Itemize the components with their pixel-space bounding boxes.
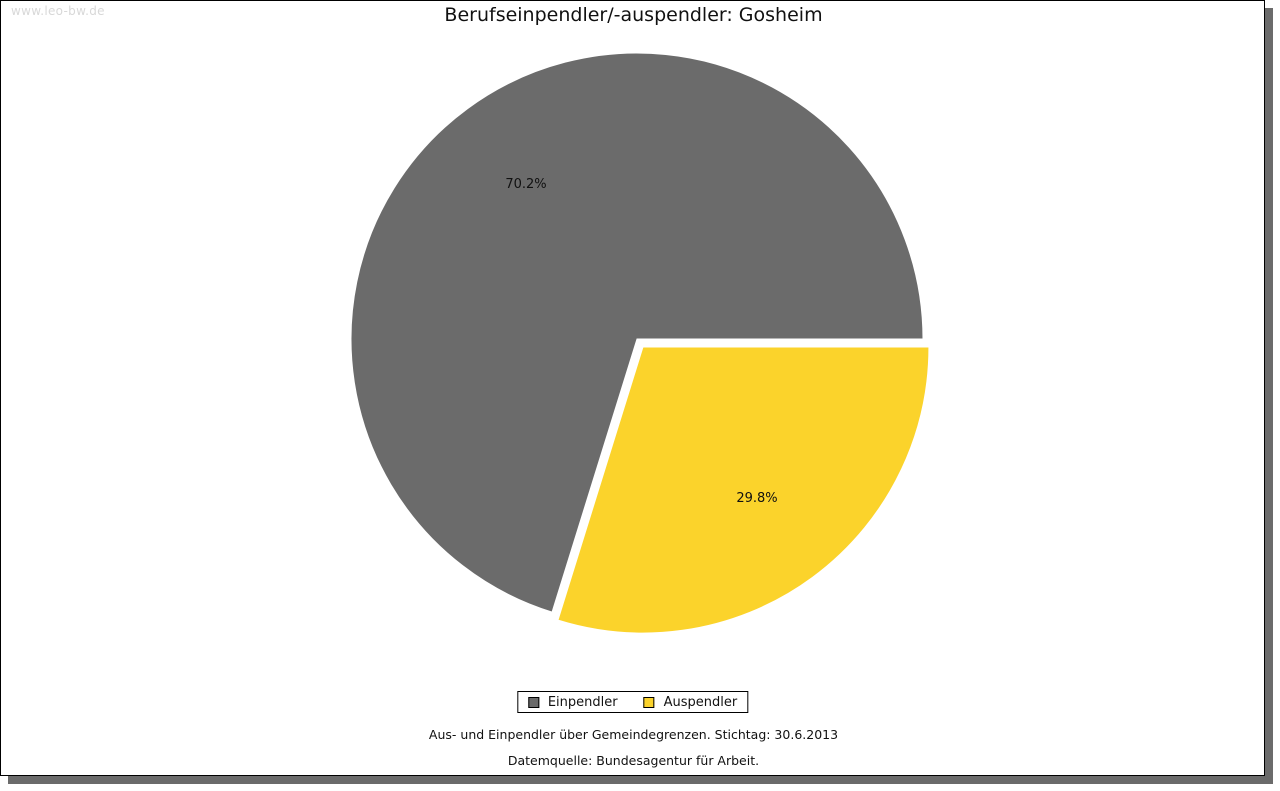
legend-label-einpendler: Einpendler (547, 694, 618, 710)
footnote-source-note: Aus- und Einpendler über Gemeindegrenzen… (428, 727, 839, 742)
legend-swatch-auspendler (643, 696, 655, 708)
legend-item-einpendler[interactable]: Einpendler (527, 694, 618, 710)
chart-legend: Einpendler Auspendler (516, 691, 749, 713)
chart-panel: www.leo-bw.de Berufseinpendler/-auspendl… (0, 0, 1265, 776)
footnote-data-source: Datemquelle: Bundesagentur für Arbeit. (507, 753, 760, 768)
legend-item-auspendler[interactable]: Auspendler (643, 694, 738, 710)
legend-swatch-einpendler (527, 696, 539, 708)
pie-slice-einpendler[interactable] (350, 52, 924, 613)
slice-label-auspendler: 29.8% (736, 491, 777, 506)
slice-label-einpendler: 70.2% (505, 177, 546, 192)
watermark-label: www.leo-bw.de (11, 4, 105, 18)
legend-label-auspendler: Auspendler (663, 694, 738, 710)
pie-slice-auspendler[interactable] (557, 346, 930, 634)
pie-chart: 70.2% 29.8% (1, 1, 1266, 681)
page-title: Berufseinpendler/-auspendler: Gosheim (444, 4, 823, 26)
